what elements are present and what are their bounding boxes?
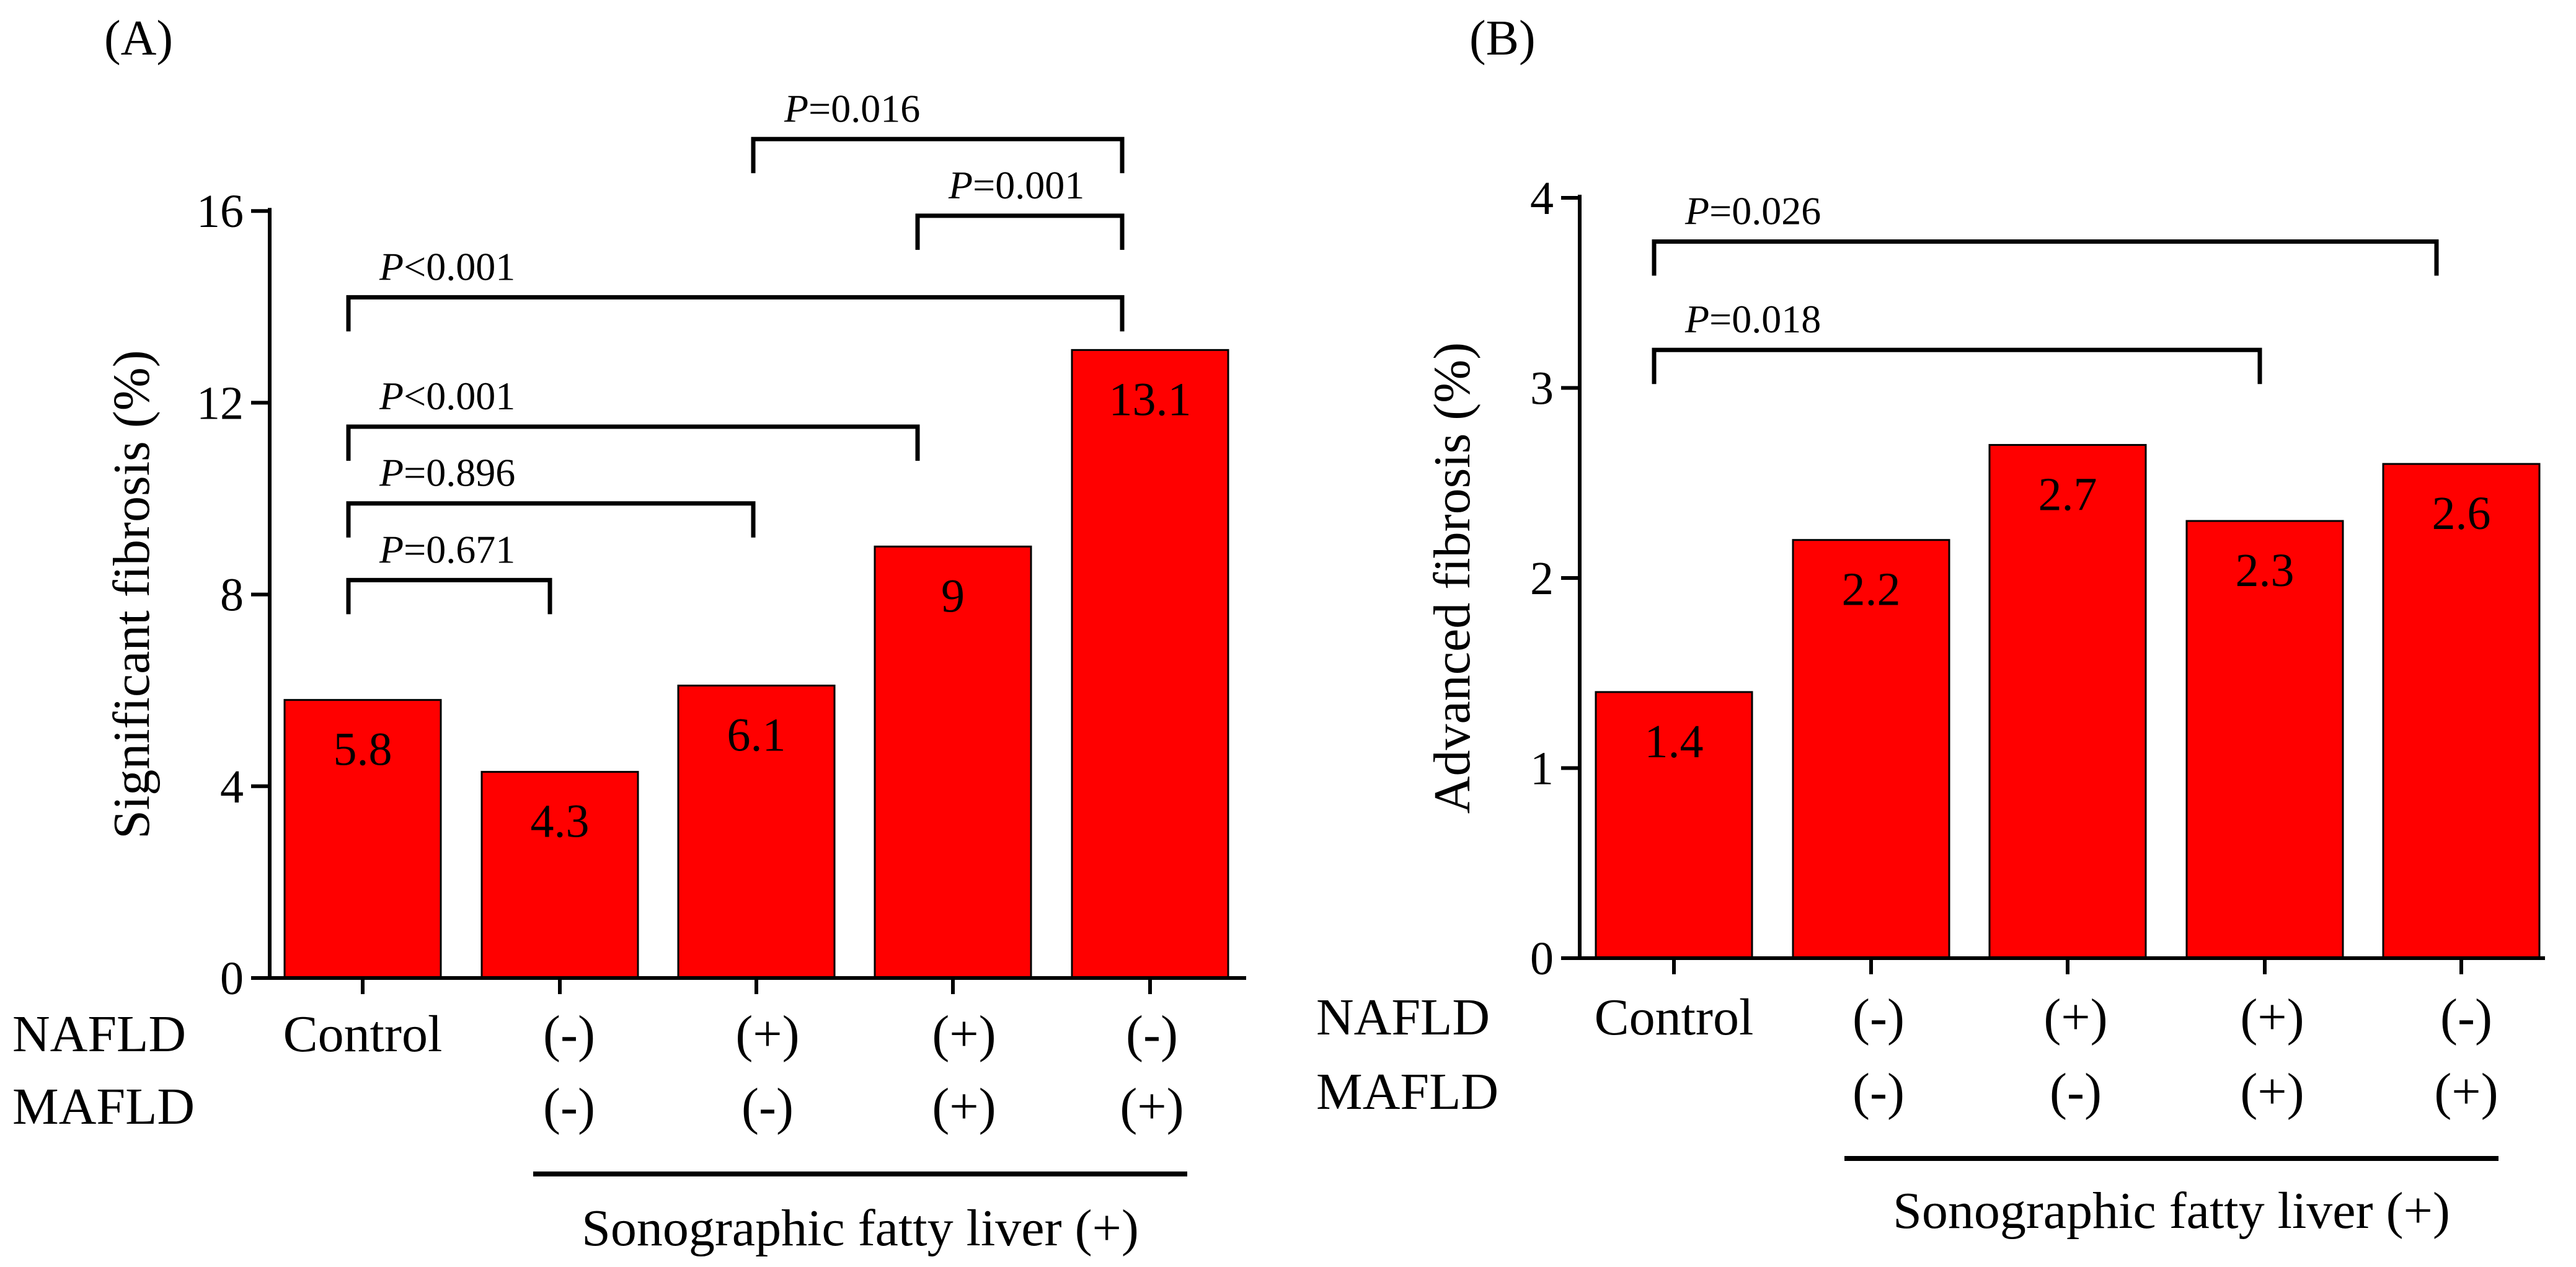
significance-bracket — [346, 295, 1125, 332]
p-value-label: P<0.001 — [379, 374, 515, 418]
x-tick-label-nafld: Control — [1595, 989, 1754, 1046]
significance-bracket — [915, 213, 1125, 250]
x-tick-label-mafld: (-) — [1852, 1063, 1905, 1121]
x-tick-label-nafld: (-) — [2440, 989, 2492, 1046]
bar-value-label: 9 — [941, 570, 965, 622]
p-value-label: P=0.018 — [1684, 297, 1821, 341]
bar — [1071, 349, 1229, 979]
significance-bracket — [346, 424, 920, 461]
bar — [874, 545, 1032, 979]
significance-bracket — [1652, 239, 2439, 276]
x-tick-label-mafld: (-) — [543, 1078, 595, 1136]
x-tick-label-nafld: (+) — [735, 1005, 799, 1063]
significance-bracket — [751, 136, 1125, 174]
significance-bracket — [346, 577, 552, 615]
bar — [2185, 520, 2344, 959]
bar — [677, 684, 836, 979]
x-tick-label-nafld: (+) — [932, 1005, 996, 1063]
bar-value-label: 2.3 — [2236, 545, 2295, 597]
y-axis-title: Advanced fibrosis (%) — [1423, 342, 1481, 814]
bar-value-label: 1.4 — [1645, 716, 1704, 768]
panel-label: (A) — [104, 11, 173, 66]
row-label-nafld: NAFLD — [12, 1005, 186, 1063]
y-tick-label: 2 — [1530, 553, 1554, 605]
significance-bracket — [346, 501, 756, 538]
bar-value-label: 2.6 — [2432, 487, 2491, 540]
y-tick-label: 0 — [1530, 933, 1554, 985]
bar-value-label: 5.8 — [334, 724, 392, 776]
row-label-nafld: NAFLD — [1316, 989, 1490, 1046]
p-value-label: P=0.016 — [784, 86, 920, 130]
x-tick-label-nafld: (+) — [2043, 989, 2107, 1046]
bar — [1988, 443, 2147, 959]
x-tick-label-mafld: (+) — [2434, 1063, 2498, 1121]
p-value-label: P=0.001 — [948, 163, 1084, 207]
panel-label: (B) — [1469, 11, 1536, 66]
group-label: Sonographic fatty liver (+) — [582, 1199, 1139, 1257]
x-tick-label-mafld: (-) — [741, 1078, 794, 1136]
p-value-label: P=0.896 — [379, 451, 515, 495]
group-label: Sonographic fatty liver (+) — [1893, 1182, 2450, 1240]
bar — [1595, 691, 1753, 959]
y-tick-label: 16 — [197, 185, 244, 238]
row-label-mafld: MAFLD — [12, 1078, 195, 1136]
x-tick-label-mafld: (+) — [932, 1078, 996, 1136]
y-axis-title: Significant fibrosis (%) — [103, 350, 161, 839]
y-tick-label: 12 — [197, 377, 244, 429]
y-tick-label: 8 — [220, 569, 244, 621]
significance-bracket — [1652, 347, 2262, 385]
y-tick-label: 4 — [220, 761, 244, 813]
y-tick-label: 1 — [1530, 743, 1554, 795]
x-tick-label-nafld: (-) — [1126, 1005, 1178, 1063]
panel-b: (B) Advanced fibrosis (%) 1.4 2.2 2.7 2.3 2.6 0… — [1316, 11, 2545, 1240]
bar-value-label: 2.2 — [1842, 564, 1901, 616]
bar-value-label: 13.1 — [1109, 373, 1192, 425]
x-tick-label-nafld: Control — [283, 1005, 443, 1063]
p-value-label: P<0.001 — [379, 244, 515, 288]
x-tick-label-nafld: (-) — [543, 1005, 595, 1063]
x-tick-label-nafld: (-) — [1852, 989, 1905, 1046]
x-tick-label-mafld: (-) — [2050, 1063, 2102, 1121]
p-value-label: P=0.026 — [1684, 189, 1821, 233]
y-tick-label: 4 — [1530, 172, 1554, 225]
bar-value-label: 2.7 — [2038, 468, 2097, 520]
bar — [480, 771, 639, 979]
bar-value-label: 6.1 — [727, 709, 786, 761]
x-tick-label-mafld: (+) — [1120, 1078, 1184, 1136]
y-tick-label: 0 — [220, 953, 244, 1005]
x-tick-label-nafld: (+) — [2240, 989, 2304, 1046]
bar — [1792, 539, 1950, 959]
bar — [283, 699, 442, 979]
y-tick-label: 3 — [1530, 363, 1554, 415]
panel-a: (A) Significant fibrosis (%) 5.8 4.3 6.1 9 13.… — [12, 11, 1246, 1257]
row-label-mafld: MAFLD — [1316, 1063, 1498, 1121]
x-tick-label-mafld: (+) — [2240, 1063, 2304, 1121]
p-value-label: P=0.671 — [379, 527, 515, 571]
bar-value-label: 4.3 — [531, 796, 590, 848]
